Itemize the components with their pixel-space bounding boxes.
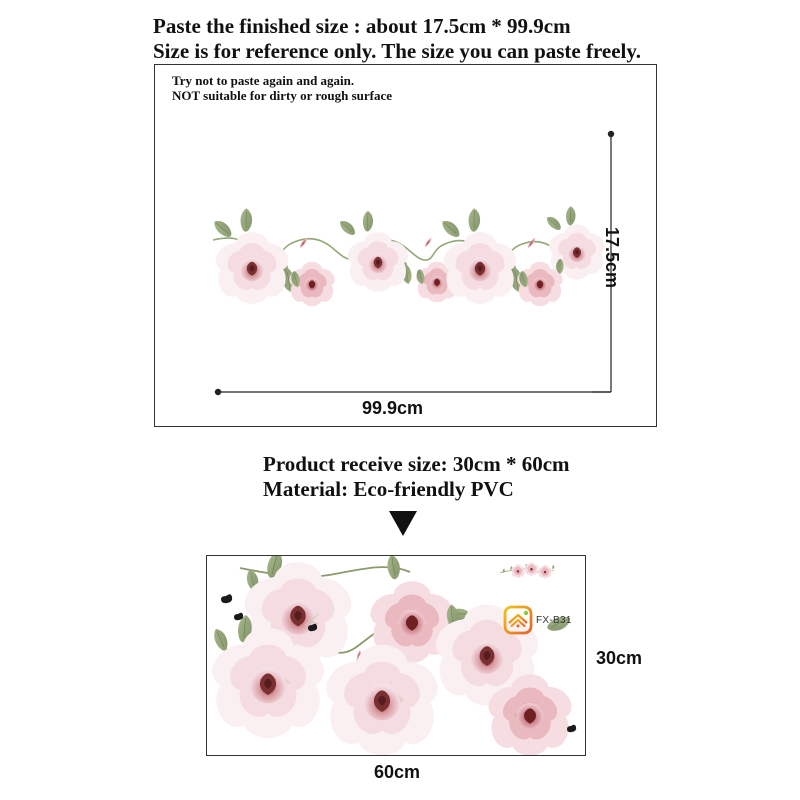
svg-text:FX-B31: FX-B31	[536, 615, 572, 626]
